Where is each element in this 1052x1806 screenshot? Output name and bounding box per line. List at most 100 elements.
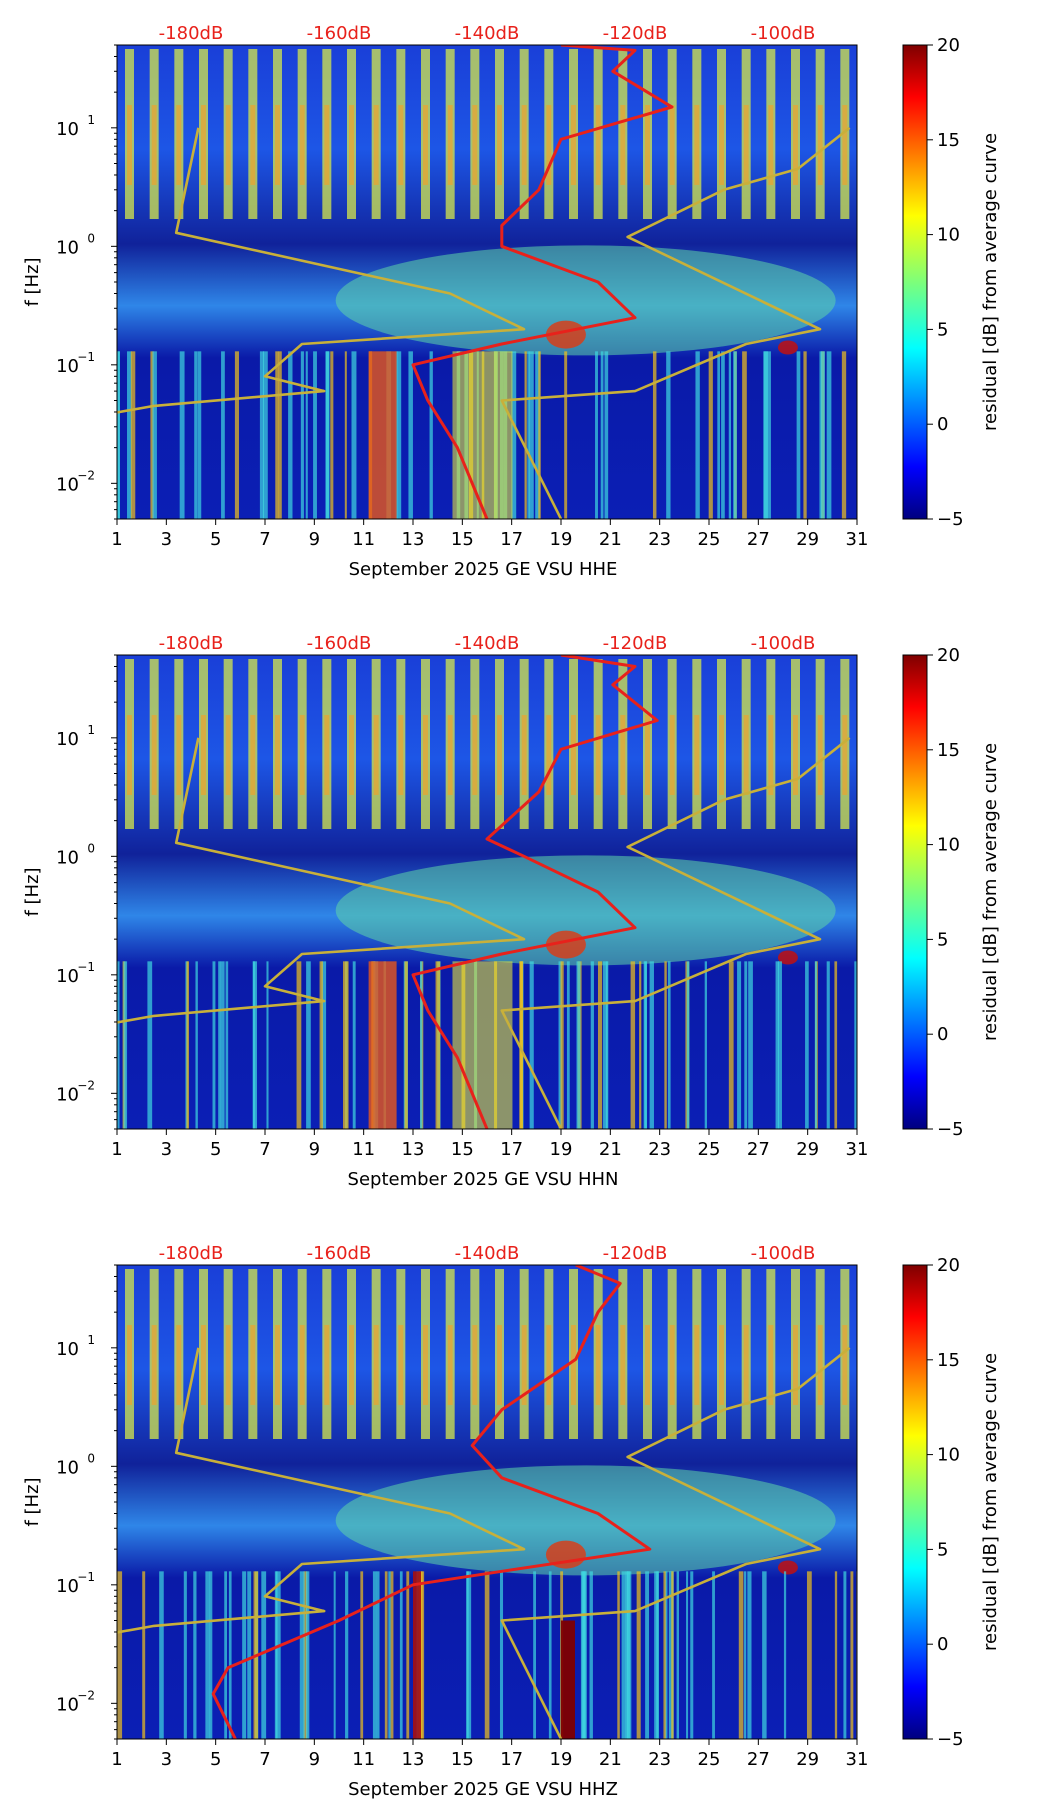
lf-streak xyxy=(814,961,817,1129)
lf-streak xyxy=(147,961,153,1129)
day-stripe-core xyxy=(817,105,823,185)
day-stripe-core xyxy=(768,1325,774,1405)
x-tick-label: 1 xyxy=(111,1139,122,1160)
lf-streak xyxy=(654,1571,659,1739)
y-tick-label: 10 xyxy=(56,1576,79,1597)
lf-streak xyxy=(717,351,720,519)
lf-streak xyxy=(533,1571,536,1739)
lf-streak xyxy=(805,961,809,1129)
day-stripe-core xyxy=(620,105,626,185)
lf-streak xyxy=(330,351,334,519)
lf-streak xyxy=(388,1571,391,1739)
y-axis-label: f [Hz] xyxy=(22,867,43,916)
lf-streak xyxy=(117,961,120,1129)
lf-streak xyxy=(538,351,541,519)
x-tick-label: 7 xyxy=(259,529,270,550)
lf-streak xyxy=(259,351,265,519)
lf-streak xyxy=(152,351,157,519)
lf-streak xyxy=(242,1571,247,1739)
microseism-peak xyxy=(545,320,586,349)
y-tick-label: 10 xyxy=(56,237,79,258)
lf-streak xyxy=(826,351,832,519)
lf-streak xyxy=(666,351,671,519)
lf-streak xyxy=(296,961,302,1129)
lf-streak xyxy=(142,1571,146,1739)
lf-streak xyxy=(704,961,707,1129)
lf-streak xyxy=(333,1571,336,1739)
lf-streak xyxy=(406,1571,410,1739)
lf-streak xyxy=(305,351,308,519)
x-tick-label: 3 xyxy=(161,529,172,550)
x-tick-label: 5 xyxy=(210,1139,221,1160)
day-stripe-core xyxy=(349,1325,354,1405)
colorbar-tick-label: 5 xyxy=(937,1539,948,1560)
lf-streak xyxy=(466,1571,472,1739)
lf-streak xyxy=(519,961,524,1129)
day-stripe-core xyxy=(423,105,428,185)
lf-streak xyxy=(560,961,564,1129)
lf-streak xyxy=(738,1571,744,1739)
day-stripe-core xyxy=(546,715,552,795)
y-tick-exponent: −1 xyxy=(77,350,95,364)
lf-event xyxy=(368,351,397,519)
lf-streak xyxy=(826,961,830,1129)
lf-streak xyxy=(605,961,609,1129)
lf-streak xyxy=(344,351,347,519)
day-stripe-core xyxy=(275,105,280,185)
lf-streak xyxy=(390,1571,394,1739)
lf-streak xyxy=(435,961,441,1129)
colorbar-tick-label: −5 xyxy=(937,1729,964,1750)
lf-streak xyxy=(643,961,647,1129)
day-stripe-core xyxy=(250,1325,256,1405)
lf-streak xyxy=(159,1571,164,1739)
colorbar-tick-label: 20 xyxy=(937,645,960,666)
lf-streak xyxy=(663,1571,666,1739)
lf-streak xyxy=(319,961,323,1129)
x-tick-label: 31 xyxy=(846,1139,869,1160)
x-tick-label: 9 xyxy=(309,1749,320,1770)
day-stripe-core xyxy=(669,105,675,185)
x-tick-label: 23 xyxy=(648,529,671,550)
lf-streak xyxy=(252,961,256,1129)
lf-streak xyxy=(193,1571,197,1739)
y-tick-label: 10 xyxy=(56,119,79,140)
noise-model-curve xyxy=(117,1347,526,1634)
x-tick-label: 15 xyxy=(451,1749,474,1770)
lf-streak xyxy=(123,961,128,1129)
lf-streak xyxy=(686,961,690,1129)
db-tick-label: -180dB xyxy=(159,1243,224,1264)
db-tick-label: -140dB xyxy=(455,23,520,44)
lf-streak xyxy=(763,351,768,519)
day-stripe-core xyxy=(521,105,527,185)
lf-event xyxy=(452,961,513,1129)
lf-streak xyxy=(266,961,269,1129)
lf-streak xyxy=(130,351,136,519)
lf-streak xyxy=(806,1571,812,1739)
day-stripe-core xyxy=(867,1325,872,1405)
y-tick-exponent: −2 xyxy=(77,1078,95,1092)
day-stripe-core xyxy=(793,715,798,795)
y-tick-label: 10 xyxy=(56,356,79,377)
x-tick-label: 25 xyxy=(698,1749,721,1770)
lf-streak xyxy=(303,1571,308,1739)
lf-streak xyxy=(117,1571,123,1739)
colorbar-label: residual [dB] from average curve xyxy=(980,133,1001,431)
day-stripe xyxy=(865,49,874,219)
y-axis-label: f [Hz] xyxy=(22,257,43,306)
day-stripe-core xyxy=(275,715,280,795)
lf-streak xyxy=(667,961,671,1129)
day-stripe-core xyxy=(201,1325,206,1405)
average-psd-curve xyxy=(211,1265,652,1739)
microseism-peak xyxy=(777,950,798,965)
day-stripe-core xyxy=(620,715,626,795)
day-stripe-core xyxy=(151,105,157,185)
x-tick-label: 17 xyxy=(500,1749,523,1770)
spectrogram-image xyxy=(117,655,857,1129)
colorbar-tick-label: −5 xyxy=(937,1119,964,1140)
noise-model-curve xyxy=(117,737,526,1024)
day-stripe-core xyxy=(447,105,453,185)
colorbar-tick-label: 10 xyxy=(937,1445,960,1466)
lf-streak xyxy=(783,1571,787,1739)
day-stripe-core xyxy=(373,715,379,795)
